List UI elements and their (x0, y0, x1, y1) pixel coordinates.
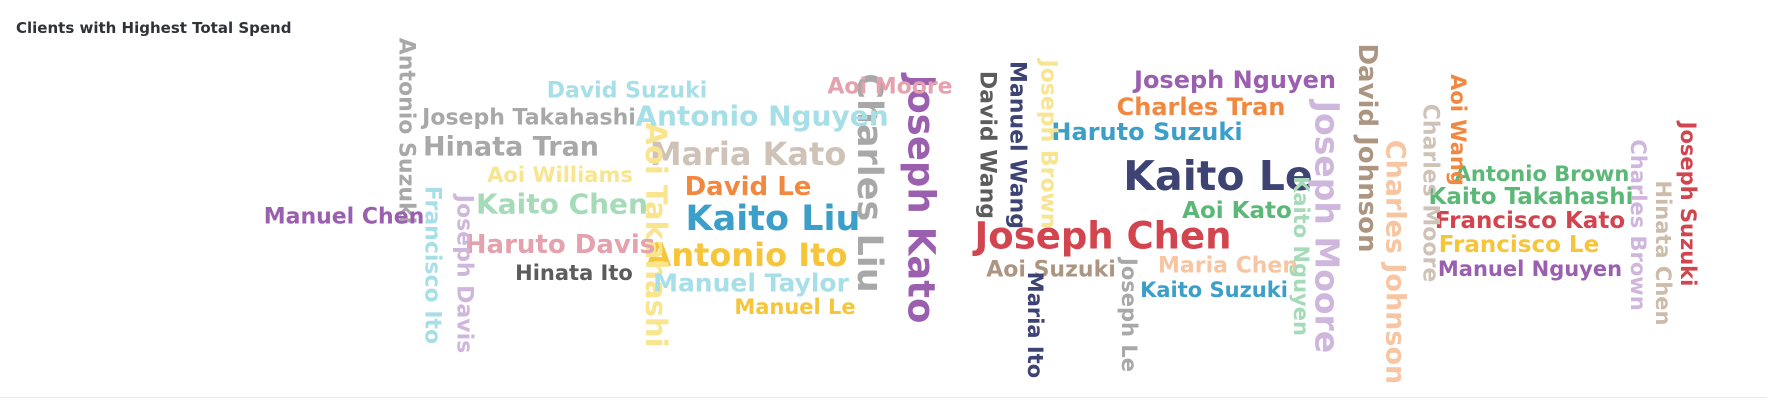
word-kaito-takahashi: Kaito Takahashi (1429, 184, 1634, 210)
word-aoi-kato: Aoi Kato (1182, 198, 1292, 224)
word-kaito-chen: Kaito Chen (476, 188, 648, 221)
word-manuel-nguyen: Manuel Nguyen (1438, 257, 1622, 281)
word-kaito-nguyen: Kaito Nguyen (1289, 176, 1313, 336)
word-charles-johnson: Charles Johnson (1380, 140, 1411, 385)
word-manuel-le: Manuel Le (734, 295, 855, 319)
word-charles-tran: Charles Tran (1117, 93, 1286, 121)
word-joseph-takahashi: Joseph Takahashi (420, 106, 636, 131)
word-joseph-brown: Joseph Brown (1036, 57, 1061, 228)
word-joseph-nguyen: Joseph Nguyen (1132, 66, 1336, 94)
word-francisco-le: Francisco Le (1439, 232, 1599, 258)
word-david-johnson: David Johnson (1352, 43, 1382, 252)
word-david-le: David Le (685, 172, 812, 202)
word-hinata-chen: Hinata Chen (1651, 181, 1675, 326)
word-joseph-le: Joseph Le (1117, 256, 1141, 372)
word-kaito-liu: Kaito Liu (686, 199, 861, 239)
word-david-suzuki: David Suzuki (547, 79, 708, 104)
word-joseph-chen: Joseph Chen (972, 215, 1232, 258)
word-aoi-suzuki: Aoi Suzuki (986, 258, 1116, 283)
word-aoi-wang: Aoi Wang (1446, 74, 1470, 186)
word-kaito-suzuki: Kaito Suzuki (1140, 278, 1288, 302)
word-maria-ito: Maria Ito (1023, 272, 1047, 378)
word-joseph-moore: Joseph Moore (1308, 99, 1347, 353)
word-manuel-chen: Manuel Chen (264, 205, 425, 230)
word-david-wang: David Wang (975, 71, 1000, 219)
word-francisco-kato: Francisco Kato (1435, 208, 1625, 234)
word-maria-chen: Maria Chen (1158, 254, 1298, 279)
word-charles-liu: Charles Liu (849, 73, 889, 292)
word-haruto-suzuki: Haruto Suzuki (1051, 118, 1242, 146)
word-hinata-ito: Hinata Ito (515, 261, 633, 285)
word-joseph-suzuki: Joseph Suzuki (1676, 120, 1700, 287)
word-aoi-takahashi: Aoi Takahashi (639, 123, 673, 348)
word-joseph-davis: Joseph Davis (452, 193, 477, 353)
word-charles-brown: Charles Brown (1626, 139, 1650, 310)
word-joseph-kato: Joseph Kato (900, 72, 943, 324)
word-manuel-taylor: Manuel Taylor (653, 269, 850, 298)
word-aoi-moore: Aoi Moore (827, 75, 952, 100)
word-manuel-wang: Manuel Wang (1005, 61, 1030, 229)
word-charles-moore: Charles Moore (1418, 104, 1443, 283)
word-aoi-williams: Aoi Williams (487, 163, 633, 187)
word-antonio-suzuki: Antonio Suzuki (394, 38, 419, 224)
chart-title: Clients with Highest Total Spend (16, 19, 292, 37)
word-antonio-brown: Antonio Brown (1455, 162, 1630, 186)
word-hinata-tran: Hinata Tran (423, 132, 599, 163)
word-kaito-le: Kaito Le (1123, 152, 1312, 200)
word-antonio-nguyen: Antonio Nguyen (635, 100, 888, 133)
word-maria-kato: Maria Kato (650, 135, 847, 173)
word-francisco-ito: Francisco Ito (420, 186, 445, 344)
word-haruto-davis: Haruto Davis (465, 230, 655, 260)
word-antonio-ito: Antonio Ito (647, 236, 848, 274)
